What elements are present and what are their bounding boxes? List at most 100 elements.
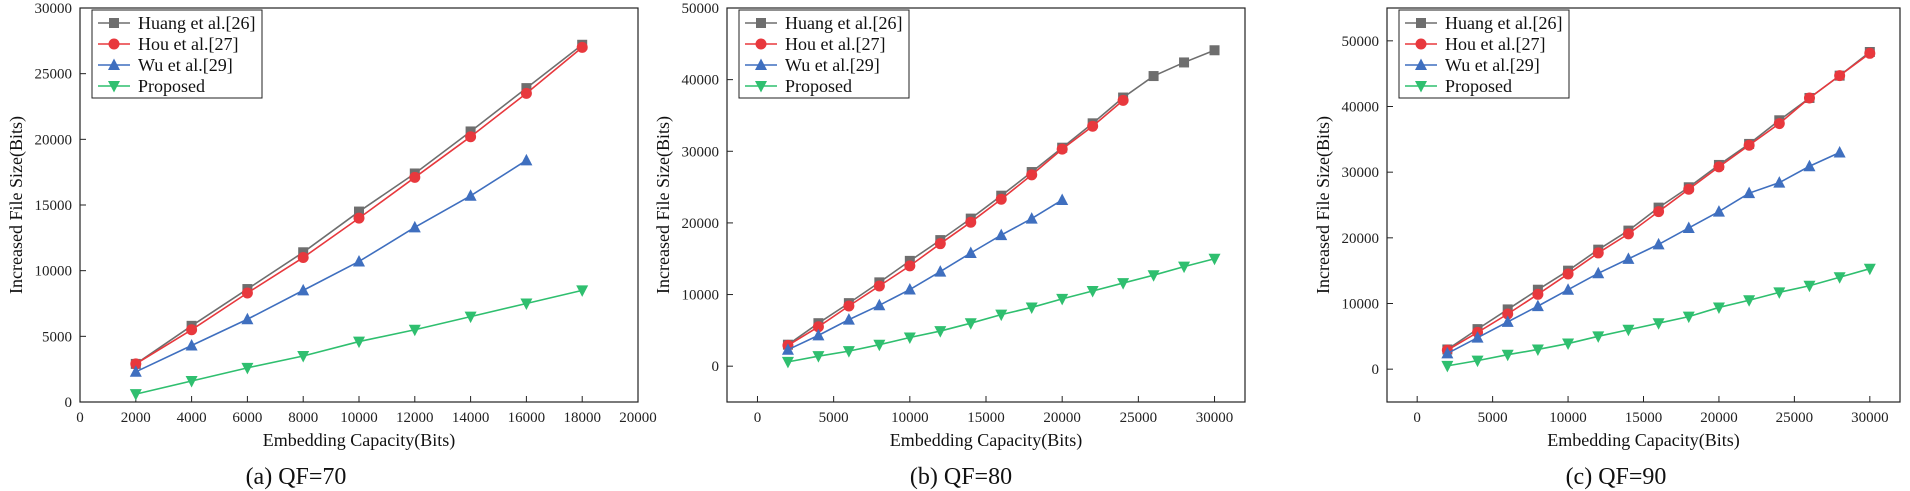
panel-b-x-axis-title: Embedding Capacity(Bits)	[890, 430, 1082, 451]
panel-c-data-point	[1863, 263, 1876, 276]
panel-a: (a) QF=70 0 2000 4000 6000 8000 10000 12000 140…	[6, 1, 657, 490]
panel-a-data-point	[185, 339, 198, 351]
panel-a-legend-label: Hou et al.[27]	[138, 34, 238, 54]
panel-a-data-point	[186, 324, 198, 336]
panel-c-data-point	[1833, 272, 1846, 284]
panel-a-ytick-label: 10000	[35, 264, 73, 280]
panel-b-legend-swatch-marker	[755, 38, 767, 50]
panel-c-legend-swatch-marker	[1416, 18, 1426, 28]
panel-b-xtick-label: 30000	[1196, 410, 1234, 426]
panel-c-data-point	[1803, 92, 1815, 104]
panel-b-data-point	[1056, 193, 1069, 205]
panel-a-ytick-label: 5000	[42, 329, 72, 345]
panel-a-xtick-label: 16000	[508, 410, 546, 426]
panel-a-caption: (a) QF=70	[246, 464, 347, 490]
panel-b-legend-label: Wu et al.[29]	[785, 55, 880, 75]
panel-a-xtick-label: 2000	[121, 410, 151, 426]
panel-b-data-point	[1148, 71, 1159, 82]
panel-a-xtick-label: 6000	[232, 410, 262, 426]
panel-c-data-point	[1622, 228, 1634, 240]
panel-a-legend-swatch-marker	[108, 58, 120, 70]
panel-a-data-point	[408, 324, 421, 337]
panel-a-data-point	[464, 311, 477, 324]
panel-c-data-point	[1683, 183, 1695, 195]
panel-c-data-point	[1713, 161, 1725, 173]
panel-c-legend-box	[1398, 9, 1570, 99]
panel-a-ytick-label: 15000	[35, 198, 73, 214]
panel-b-legend-swatch-marker	[756, 18, 766, 28]
panel-b-ytick-label: 0	[712, 359, 720, 375]
panel-b-xtick-label: 5000	[819, 410, 849, 426]
panel-a-data-point	[353, 254, 365, 267]
panel-c-xtick-label: 0	[1413, 410, 1421, 426]
panel-c-ytick-label: 20000	[1342, 231, 1380, 247]
panel-c-data-point	[1682, 311, 1695, 324]
panel-b-legend-label: Huang et al.[26]	[785, 13, 902, 33]
panel-a-data-point	[464, 189, 477, 201]
panel-a-x-axis-title: Embedding Capacity(Bits)	[263, 430, 455, 451]
panel-a-data-point	[520, 87, 532, 99]
panel-b-data-point	[781, 356, 794, 369]
panel-c-xtick-label: 5000	[1478, 410, 1508, 426]
panel-b-data-point	[1208, 253, 1221, 266]
panel-c-data-point	[1712, 302, 1725, 314]
panel-b-series-line	[787, 99, 1124, 347]
panel-c-data-point	[1592, 331, 1605, 343]
panel-c-xtick-label: 30000	[1851, 410, 1889, 426]
panel-c-data-point	[1562, 268, 1574, 280]
panel-c-x-axis-title: Embedding Capacity(Bits)	[1547, 430, 1739, 451]
panel-c-data-point	[1682, 221, 1695, 233]
panel-c-xtick-label: 15000	[1625, 410, 1663, 426]
panel-c-legend-label: Huang et al.[26]	[1445, 13, 1562, 33]
panel-c-data-point	[1652, 318, 1665, 330]
panel-c-data-point	[1743, 295, 1756, 307]
panel-b-legend-swatch-marker	[755, 81, 767, 93]
panel-a-legend-swatch-marker	[108, 81, 120, 93]
panel-a-data-point	[241, 287, 253, 299]
panel-a-data-point	[129, 365, 142, 377]
panel-c-caption: (c) QF=90	[1566, 464, 1667, 490]
panel-b-data-point	[1026, 169, 1038, 181]
panel-c-data-point	[1592, 247, 1604, 259]
panel-a-data-point	[465, 131, 477, 143]
panel-a-data-point	[241, 312, 254, 325]
panel-c-xtick-label: 10000	[1549, 410, 1587, 426]
panel-c-data-point	[1562, 283, 1575, 295]
panel-a-legend-label: Proposed	[138, 76, 205, 96]
panel-c-data-point	[1773, 176, 1786, 188]
panel-c-legend-swatch-marker	[1415, 58, 1427, 70]
panel-a-y-axis-title: Increased File Size(Bits)	[6, 116, 27, 294]
panel-b-legend-label: Proposed	[785, 76, 852, 96]
panel-a-data-point	[520, 298, 533, 310]
panel-b-data-point	[842, 313, 855, 325]
panel-a-data-point	[185, 375, 198, 388]
panel-a-xtick-label: 20000	[619, 410, 657, 426]
panel-a-data-point	[408, 220, 421, 233]
panel-c-data-point	[1834, 70, 1846, 82]
panel-b-data-point	[812, 351, 825, 363]
panel-b-data-point	[1087, 120, 1099, 132]
panel-a-ytick-label: 25000	[35, 67, 73, 83]
panel-b-caption: (b) QF=80	[910, 464, 1012, 490]
panel-a-data-point	[130, 358, 142, 370]
panel-a-ytick-label: 30000	[35, 1, 73, 17]
panel-a-data-point	[353, 336, 365, 349]
panel-b-xtick-label: 15000	[967, 410, 1005, 426]
panel-b-data-point	[1117, 278, 1130, 290]
panel-c-data-point	[1743, 186, 1756, 199]
panel-c-data-point	[1441, 346, 1454, 359]
panel-b-data-point	[964, 246, 977, 258]
panel-c-data-point	[1471, 331, 1484, 343]
panel-b-data-point	[843, 300, 855, 312]
panel-b-data-point	[995, 309, 1008, 322]
panel-b-data-point	[1179, 57, 1190, 68]
panel-a-data-point	[576, 285, 589, 297]
panel-b-xtick-label: 10000	[891, 410, 929, 426]
panel-b-legend-swatch-marker	[755, 58, 767, 70]
panel-b-data-point	[934, 265, 947, 277]
panel-c-data-point	[1502, 308, 1514, 320]
panel-c-data-point	[1501, 349, 1514, 362]
panel-c-legend-label: Hou et al.[27]	[1445, 34, 1545, 54]
panel-b-data-point	[934, 326, 947, 338]
